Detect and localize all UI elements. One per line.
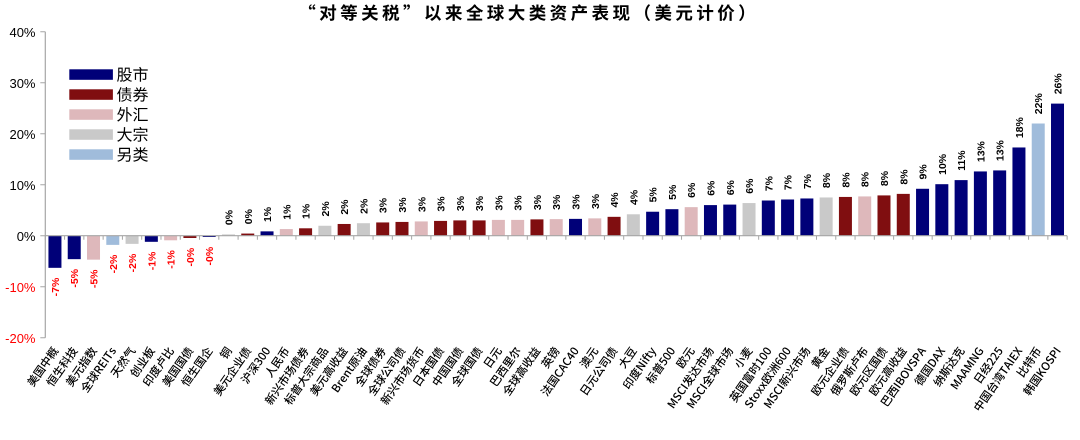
svg-text:11%: 11%: [956, 150, 968, 171]
svg-text:3%: 3%: [378, 197, 390, 213]
svg-text:-1%: -1%: [166, 249, 178, 268]
svg-text:18%: 18%: [1014, 116, 1026, 138]
svg-text:4%: 4%: [609, 192, 621, 208]
svg-text:7%: 7%: [802, 173, 814, 189]
svg-text:3%: 3%: [397, 197, 409, 213]
svg-text:3%: 3%: [436, 196, 448, 212]
svg-text:40%: 40%: [9, 25, 35, 40]
svg-text:-5%: -5%: [69, 268, 81, 287]
svg-text:8%: 8%: [860, 171, 872, 187]
svg-text:0%: 0%: [17, 229, 36, 244]
svg-text:-10%: -10%: [5, 280, 36, 295]
svg-text:22%: 22%: [1033, 93, 1045, 115]
svg-text:6%: 6%: [705, 180, 717, 196]
svg-text:10%: 10%: [9, 178, 35, 193]
svg-text:13%: 13%: [995, 139, 1007, 161]
svg-text:5%: 5%: [648, 187, 660, 203]
svg-text:1%: 1%: [301, 203, 313, 219]
svg-text:6%: 6%: [725, 179, 737, 195]
svg-text:0%: 0%: [243, 208, 255, 224]
svg-text:9%: 9%: [918, 164, 930, 180]
svg-text:3%: 3%: [513, 195, 525, 211]
svg-text:6%: 6%: [686, 182, 698, 198]
svg-text:-5%: -5%: [89, 269, 101, 288]
svg-text:2%: 2%: [358, 198, 370, 214]
svg-text:1%: 1%: [281, 204, 293, 220]
svg-text:3%: 3%: [416, 196, 428, 212]
svg-text:3%: 3%: [455, 195, 467, 211]
svg-text:10%: 10%: [937, 153, 949, 175]
svg-text:0%: 0%: [223, 209, 235, 225]
svg-text:8%: 8%: [879, 170, 891, 186]
svg-text:26%: 26%: [1053, 73, 1065, 95]
svg-text:-1%: -1%: [146, 251, 158, 270]
svg-text:4%: 4%: [628, 189, 640, 205]
svg-text:-2%: -2%: [108, 254, 120, 273]
svg-text:20%: 20%: [9, 127, 35, 142]
svg-text:-20%: -20%: [5, 331, 36, 346]
svg-text:3%: 3%: [532, 194, 544, 210]
svg-text:1%: 1%: [262, 206, 274, 222]
svg-text:2%: 2%: [339, 199, 351, 215]
svg-text:7%: 7%: [763, 175, 775, 191]
svg-text:6%: 6%: [744, 178, 756, 194]
svg-text:8%: 8%: [840, 172, 852, 188]
svg-text:3%: 3%: [493, 195, 505, 211]
svg-text:13%: 13%: [975, 140, 987, 162]
svg-text:-7%: -7%: [50, 277, 62, 296]
svg-text:7%: 7%: [783, 174, 795, 190]
svg-text:3%: 3%: [590, 193, 602, 209]
svg-text:-0%: -0%: [185, 247, 197, 266]
svg-text:3%: 3%: [571, 194, 583, 210]
svg-text:3%: 3%: [474, 195, 486, 211]
svg-text:30%: 30%: [9, 76, 35, 91]
svg-text:5%: 5%: [667, 184, 679, 200]
svg-text:-2%: -2%: [127, 253, 139, 272]
svg-text:8%: 8%: [821, 172, 833, 188]
svg-text:-0%: -0%: [204, 246, 216, 265]
svg-text:8%: 8%: [898, 169, 910, 185]
svg-text:3%: 3%: [551, 194, 563, 210]
svg-text:2%: 2%: [320, 201, 332, 217]
